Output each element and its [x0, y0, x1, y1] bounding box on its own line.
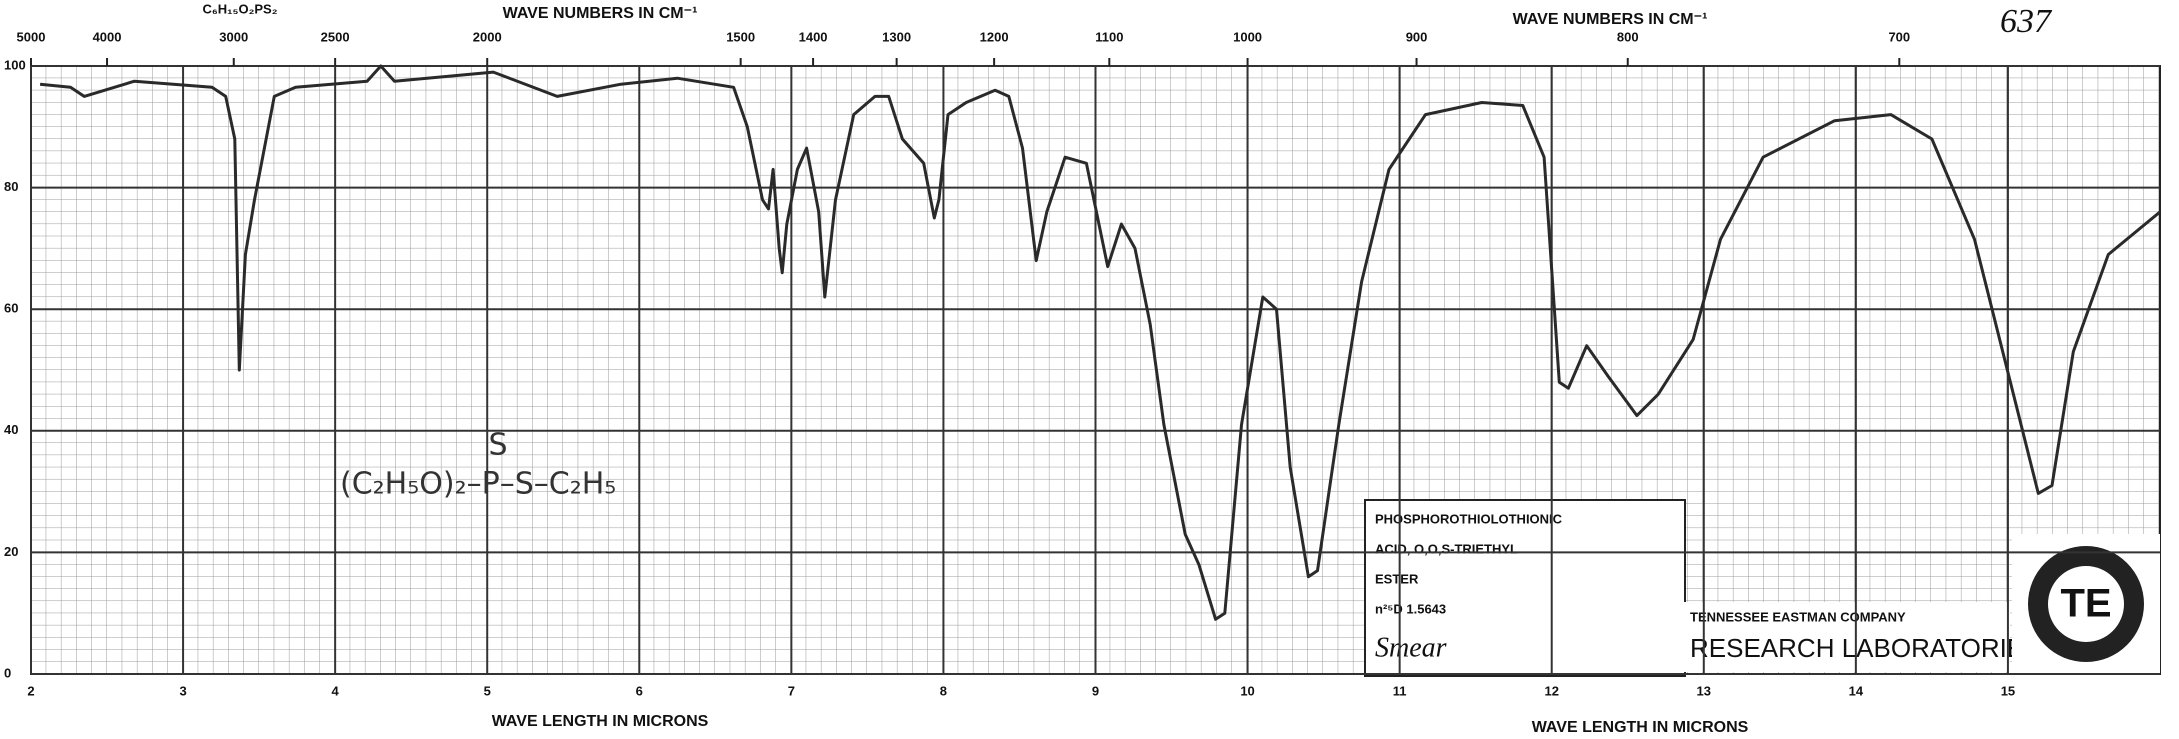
- x2-label: WAVE NUMBERS IN CM⁻¹: [503, 5, 698, 22]
- logo-inner: [2048, 566, 2124, 642]
- info-line: Smear: [1375, 632, 1447, 663]
- x2-tick-label: 1300: [882, 29, 911, 44]
- structure: (C₂H₅O)₂–P–S–C₂H₅: [340, 467, 616, 502]
- x2-tick-label: 1100: [1095, 29, 1123, 44]
- x-tick-label: 12: [1544, 683, 1558, 698]
- x-tick-label: 3: [179, 683, 186, 698]
- info-line: ESTER: [1375, 571, 1419, 586]
- x-tick-label: 6: [636, 683, 643, 698]
- x2-tick-label: 2500: [321, 29, 350, 44]
- x2-tick-label: 4000: [93, 29, 122, 44]
- y-tick-label: 40: [4, 422, 18, 437]
- x2-tick-label: 1400: [799, 29, 828, 44]
- x2-tick-label: 900: [1406, 29, 1428, 44]
- logo-mark: TE: [2060, 582, 2111, 626]
- x-tick-label: 15: [2001, 683, 2015, 698]
- x2-tick-label: 1000: [1233, 29, 1262, 44]
- company: TENNESSEE EASTMAN COMPANY: [1690, 609, 1906, 624]
- spectrum-line: [39, 64, 2161, 621]
- x-tick-label: 8: [940, 683, 947, 698]
- x2-tick-label: 3000: [219, 29, 248, 44]
- x2-tick-label: 1200: [980, 29, 1009, 44]
- x-tick-label: 10: [1240, 683, 1254, 698]
- info-line: n²⁵D 1.5643: [1375, 601, 1446, 616]
- lab: RESEARCH LABORATORIES: [1690, 633, 2042, 663]
- x-tick-label: 9: [1092, 683, 1099, 698]
- x-label: WAVE LENGTH IN MICRONS: [492, 713, 709, 730]
- x2-label: WAVE NUMBERS IN CM⁻¹: [1513, 11, 1708, 28]
- info-line: PHOSPHOROTHIOLOTHIONIC: [1375, 511, 1563, 526]
- y-tick-label: 100: [4, 57, 26, 72]
- x-tick-label: 2: [27, 683, 34, 698]
- y-tick-label: 80: [4, 179, 18, 194]
- x2-tick-label: 800: [1617, 29, 1639, 44]
- x-tick-label: 7: [788, 683, 795, 698]
- x2-tick-label: 1500: [726, 29, 755, 44]
- x-tick-label: 5: [484, 683, 491, 698]
- x-tick-label: 11: [1393, 683, 1407, 698]
- info-box: [1364, 499, 1686, 677]
- structure-top: S: [488, 428, 507, 463]
- x-label: WAVE LENGTH IN MICRONS: [1532, 719, 1749, 736]
- x-tick-label: 4: [332, 683, 340, 698]
- x2-tick-label: 2000: [473, 29, 502, 44]
- y-tick-label: 20: [4, 544, 18, 559]
- x2-tick-label: 5000: [17, 29, 46, 44]
- y-tick-label: 60: [4, 301, 18, 316]
- y-tick-label: 0: [4, 665, 11, 680]
- company-box: [1680, 602, 2010, 672]
- x2-tick-label: 700: [1888, 29, 1910, 44]
- x-tick-label: 14: [1849, 683, 1864, 698]
- x-tick-label: 13: [1697, 683, 1711, 698]
- formula: C₆H₁₅O₂PS₂: [202, 1, 277, 16]
- info-line: ACID, O,O,S-TRIETHYL: [1375, 541, 1518, 556]
- note-number: 637: [2000, 3, 2053, 40]
- info-group: PHOSPHOROTHIOLOTHIONIC ACID, O,O,S-TRIETH…: [1375, 511, 1563, 663]
